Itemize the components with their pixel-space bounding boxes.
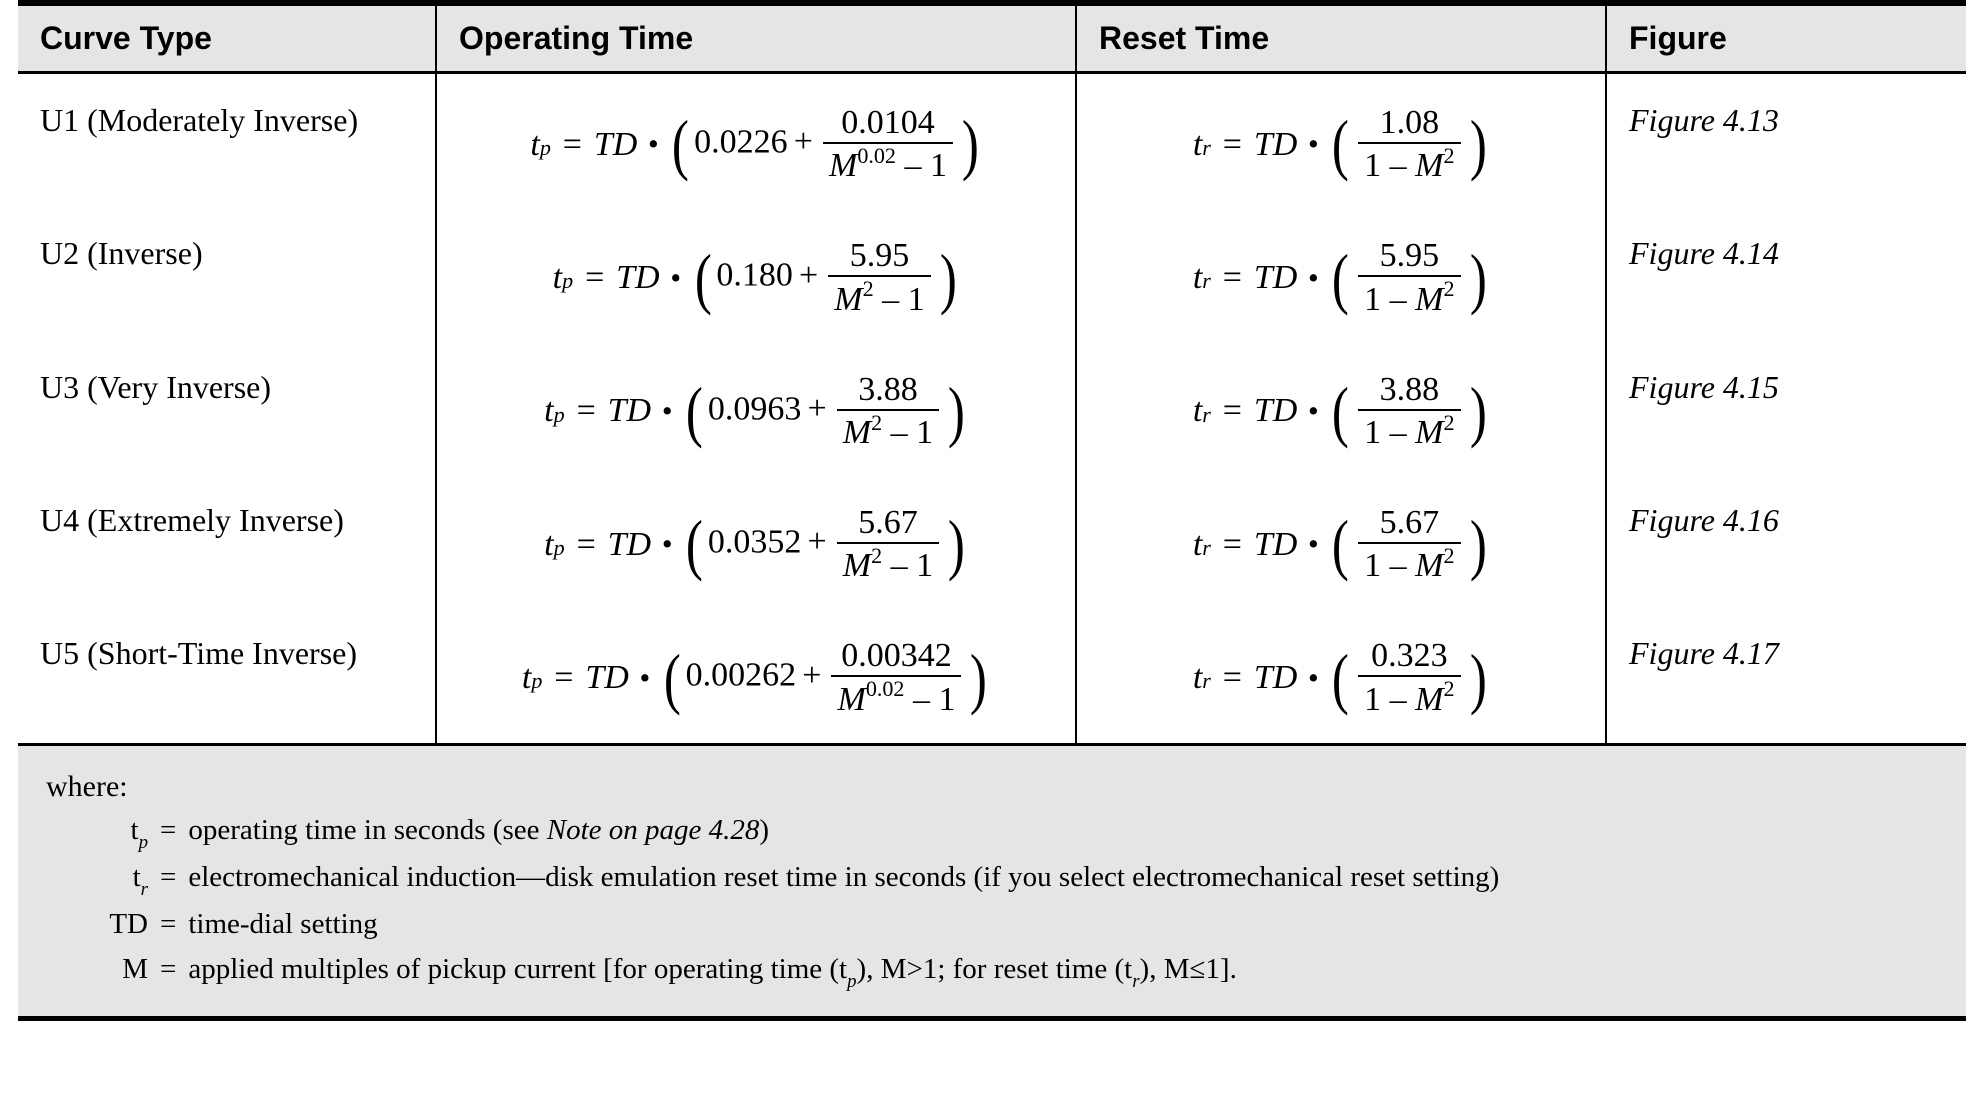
table-row: U5 (Short-Time Inverse)tp=TD•(0.00262+0.…: [18, 619, 1966, 742]
operating-time-cell: tp=TD•(0.0226+0.0104M0.02 – 1): [436, 73, 1076, 220]
definition-symbol: TD: [90, 902, 154, 947]
table-row: U1 (Moderately Inverse)tp=TD•(0.0226+0.0…: [18, 73, 1966, 220]
definition-text: time-dial setting: [182, 902, 1505, 947]
table-row: U3 (Very Inverse)tp=TD•(0.0963+3.88M2 – …: [18, 353, 1966, 486]
operating-time-cell: tp=TD•(0.00262+0.00342M0.02 – 1): [436, 619, 1076, 742]
definition-row: tp=operating time in seconds (see Note o…: [90, 808, 1505, 855]
definition-symbol: M: [90, 947, 154, 994]
definitions: tp=operating time in seconds (see Note o…: [90, 808, 1505, 994]
where-label: where:: [46, 770, 1938, 804]
reset-time-cell: tr=TD•(1.081 – M2): [1076, 73, 1606, 220]
table-header: Curve Type Operating Time Reset Time Fig…: [18, 3, 1966, 73]
th-curve: Curve Type: [18, 3, 436, 73]
page: Curve Type Operating Time Reset Time Fig…: [0, 0, 1984, 1021]
curve-type-cell: U2 (Inverse): [18, 219, 436, 352]
curve-type-cell: U5 (Short-Time Inverse): [18, 619, 436, 742]
figure-cell: Figure 4.16: [1606, 486, 1966, 619]
definition-row: tr=electromechanical induction—disk emul…: [90, 855, 1505, 902]
curve-type-cell: U4 (Extremely Inverse): [18, 486, 436, 619]
definition-text: operating time in seconds (see Note on p…: [182, 808, 1505, 855]
figure-cell: Figure 4.13: [1606, 73, 1966, 220]
curve-type-cell: U3 (Very Inverse): [18, 353, 436, 486]
definition-equals: =: [154, 855, 182, 902]
definition-row: TD=time-dial setting: [90, 902, 1505, 947]
definition-symbol: tr: [90, 855, 154, 902]
curve-type-cell: U1 (Moderately Inverse): [18, 73, 436, 220]
definition-text: electromechanical induction—disk emulati…: [182, 855, 1505, 902]
reset-time-cell: tr=TD•(3.881 – M2): [1076, 353, 1606, 486]
curve-table: Curve Type Operating Time Reset Time Fig…: [18, 0, 1966, 743]
figure-cell: Figure 4.17: [1606, 619, 1966, 742]
reset-time-cell: tr=TD•(5.671 – M2): [1076, 486, 1606, 619]
operating-time-cell: tp=TD•(0.180+5.95M2 – 1): [436, 219, 1076, 352]
operating-time-cell: tp=TD•(0.0963+3.88M2 – 1): [436, 353, 1076, 486]
figure-cell: Figure 4.14: [1606, 219, 1966, 352]
table-body: U1 (Moderately Inverse)tp=TD•(0.0226+0.0…: [18, 73, 1966, 743]
where-block: where: tp=operating time in seconds (see…: [18, 743, 1966, 1021]
definition-text: applied multiples of pickup current [for…: [182, 947, 1505, 994]
reset-time-cell: tr=TD•(0.3231 – M2): [1076, 619, 1606, 742]
definition-symbol: tp: [90, 808, 154, 855]
th-reset: Reset Time: [1076, 3, 1606, 73]
table-row: U4 (Extremely Inverse)tp=TD•(0.0352+5.67…: [18, 486, 1966, 619]
table-row: U2 (Inverse)tp=TD•(0.180+5.95M2 – 1)tr=T…: [18, 219, 1966, 352]
figure-cell: Figure 4.15: [1606, 353, 1966, 486]
operating-time-cell: tp=TD•(0.0352+5.67M2 – 1): [436, 486, 1076, 619]
definition-row: M=applied multiples of pickup current [f…: [90, 947, 1505, 994]
th-figure: Figure: [1606, 3, 1966, 73]
definition-equals: =: [154, 902, 182, 947]
definition-equals: =: [154, 808, 182, 855]
th-op: Operating Time: [436, 3, 1076, 73]
definition-equals: =: [154, 947, 182, 994]
reset-time-cell: tr=TD•(5.951 – M2): [1076, 219, 1606, 352]
